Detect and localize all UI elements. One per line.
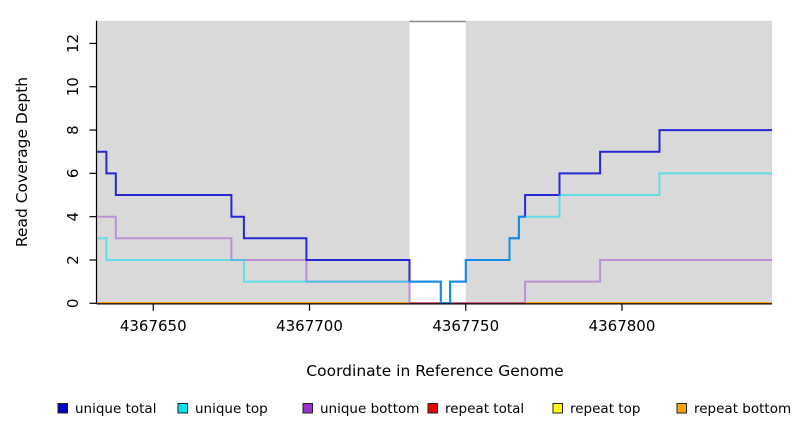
legend-swatch-unique-top (177, 403, 188, 414)
y-tick-label: 8 (64, 125, 82, 135)
y-axis-title: Read Coverage Depth (13, 77, 31, 247)
repeat-region-band (409, 20, 466, 304)
y-tick-label: 0 (64, 299, 82, 309)
legend: unique total unique top unique bottom repea… (57, 401, 791, 417)
y-tick-label: 2 (64, 255, 82, 265)
y-tick-label: 12 (64, 34, 82, 53)
legend-swatch-repeat-bottom (676, 403, 687, 414)
y-tick-label: 4 (64, 212, 82, 222)
legend-swatch-unique-total (57, 403, 68, 414)
legend-label-unique-top: unique top (195, 401, 268, 417)
x-tick-label: 4367800 (589, 317, 656, 335)
axes: 4367650 4367700 4367750 4367800 0 2 4 6 8 10 12 (64, 20, 772, 335)
legend-label-repeat-bottom: repeat bottom (694, 401, 791, 417)
y-tick-label: 10 (64, 77, 82, 96)
legend-swatch-unique-bottom (302, 403, 313, 414)
x-tick-label: 4367650 (120, 317, 187, 335)
x-tick-label: 4367750 (432, 317, 499, 335)
x-tick-label: 4367700 (276, 317, 343, 335)
x-axis-title: Coordinate in Reference Genome (306, 362, 563, 380)
series-line-unique-top (97, 172, 772, 305)
legend-label-repeat-top: repeat top (570, 401, 640, 417)
legend-swatch-repeat-top (552, 403, 563, 414)
legend-label-unique-bottom: unique bottom (320, 401, 419, 417)
legend-swatch-repeat-total (427, 403, 438, 414)
y-tick-label: 6 (64, 169, 82, 179)
plot-area (97, 20, 772, 305)
legend-label-unique-total: unique total (75, 401, 156, 417)
legend-label-repeat-total: repeat total (445, 401, 524, 417)
